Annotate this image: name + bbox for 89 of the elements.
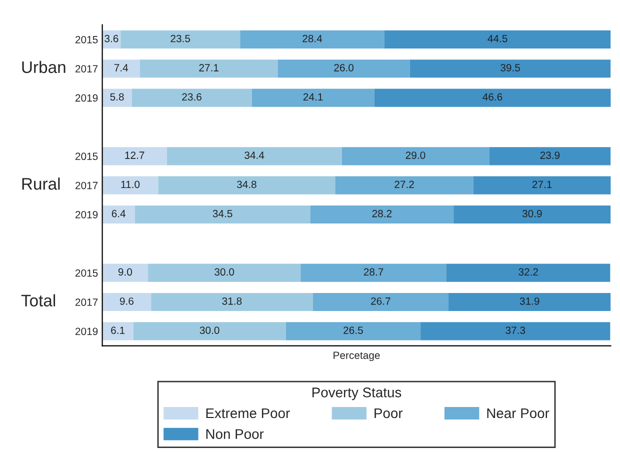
y-tick-label: 2017 (75, 65, 98, 72)
data-label: 27.1 (532, 180, 552, 188)
legend-label: Poor (374, 408, 403, 418)
data-label: 28.7 (364, 268, 384, 276)
data-label: 6.1 (111, 326, 125, 334)
legend-label: Extreme Poor (206, 408, 290, 418)
data-label: 30.0 (200, 326, 220, 334)
bar (342, 147, 490, 166)
bar (102, 322, 134, 340)
y-tick-label: 2017 (75, 298, 98, 306)
text: Rural (22, 178, 60, 190)
text: Urban (22, 60, 66, 74)
data-label: 37.3 (506, 326, 526, 334)
y-tick-label: 2019 (75, 94, 98, 102)
data-label: 31.8 (222, 297, 242, 305)
data-label: 28.4 (302, 34, 322, 42)
data-label: 9.0 (118, 268, 132, 276)
data-label: 6.4 (112, 210, 126, 218)
data-label: 32.2 (518, 268, 538, 276)
data-label: 7.4 (114, 64, 128, 72)
bar (310, 205, 454, 224)
text: Total (21, 294, 56, 306)
bar (134, 205, 310, 224)
bar (286, 322, 421, 340)
data-label: 34.8 (236, 180, 256, 188)
y-tick-label: 2019 (75, 328, 98, 336)
bar (446, 264, 610, 282)
bar (102, 264, 148, 282)
data-label: 34.4 (244, 152, 264, 159)
data-label: 39.5 (500, 64, 520, 72)
data-label: 27.1 (199, 64, 218, 72)
y-tick-label: 2015 (75, 152, 98, 160)
bar (278, 60, 410, 78)
data-label: 27.2 (394, 180, 414, 188)
data-label: 12.7 (125, 152, 144, 159)
legend-title: Poverty Status (312, 388, 402, 400)
y-tick-label: 2015 (75, 36, 98, 44)
data-label: 3.6 (104, 34, 118, 42)
x-axis-title: Percetage (334, 352, 380, 362)
bar (384, 30, 611, 48)
bar (374, 88, 611, 107)
bar (151, 292, 313, 312)
data-label: 46.6 (482, 93, 502, 101)
data-label: 26.7 (371, 297, 390, 305)
bar (454, 205, 611, 224)
bar (335, 176, 474, 194)
bar (473, 176, 611, 194)
bar (252, 88, 374, 107)
data-label: 24.1 (303, 93, 323, 100)
bar (300, 264, 446, 282)
legend-label: Non Poor (206, 429, 264, 439)
data-label: 30.0 (214, 268, 234, 276)
data-label: 30.9 (522, 210, 542, 218)
bar (158, 176, 336, 194)
data-label: 5.8 (110, 93, 124, 101)
bar (102, 292, 152, 312)
data-label: 26.5 (344, 326, 363, 334)
bar (102, 176, 158, 194)
data-label: 28.2 (372, 210, 392, 218)
bar (120, 30, 240, 48)
bar (410, 60, 611, 78)
y-tick-label: 2017 (75, 182, 98, 190)
legend-label: Near Poor (487, 408, 550, 418)
bar (132, 88, 252, 107)
data-label: 23.5 (170, 34, 190, 42)
data-label: 44.5 (488, 34, 508, 42)
bar (102, 205, 135, 224)
bar (148, 264, 301, 282)
data-label: 23.6 (182, 93, 202, 101)
data-label: 9.6 (120, 297, 134, 305)
data-label: 31.9 (520, 297, 540, 305)
bar (312, 292, 449, 312)
bar (240, 30, 384, 48)
bar (133, 322, 286, 340)
bar (140, 60, 278, 78)
bar (420, 322, 610, 340)
bar (102, 88, 132, 107)
bar (102, 147, 167, 166)
bar (102, 60, 140, 78)
y-tick-label: 2015 (75, 269, 98, 277)
bar (489, 147, 611, 166)
data-label: 23.9 (540, 152, 560, 159)
data-label: 11.0 (121, 180, 140, 188)
data-label: 29.0 (406, 152, 426, 159)
y-tick-label: 2019 (75, 210, 98, 218)
data-label: 34.5 (212, 210, 232, 218)
bar (448, 292, 611, 312)
data-label: 26.0 (334, 64, 354, 72)
bar (166, 147, 342, 166)
